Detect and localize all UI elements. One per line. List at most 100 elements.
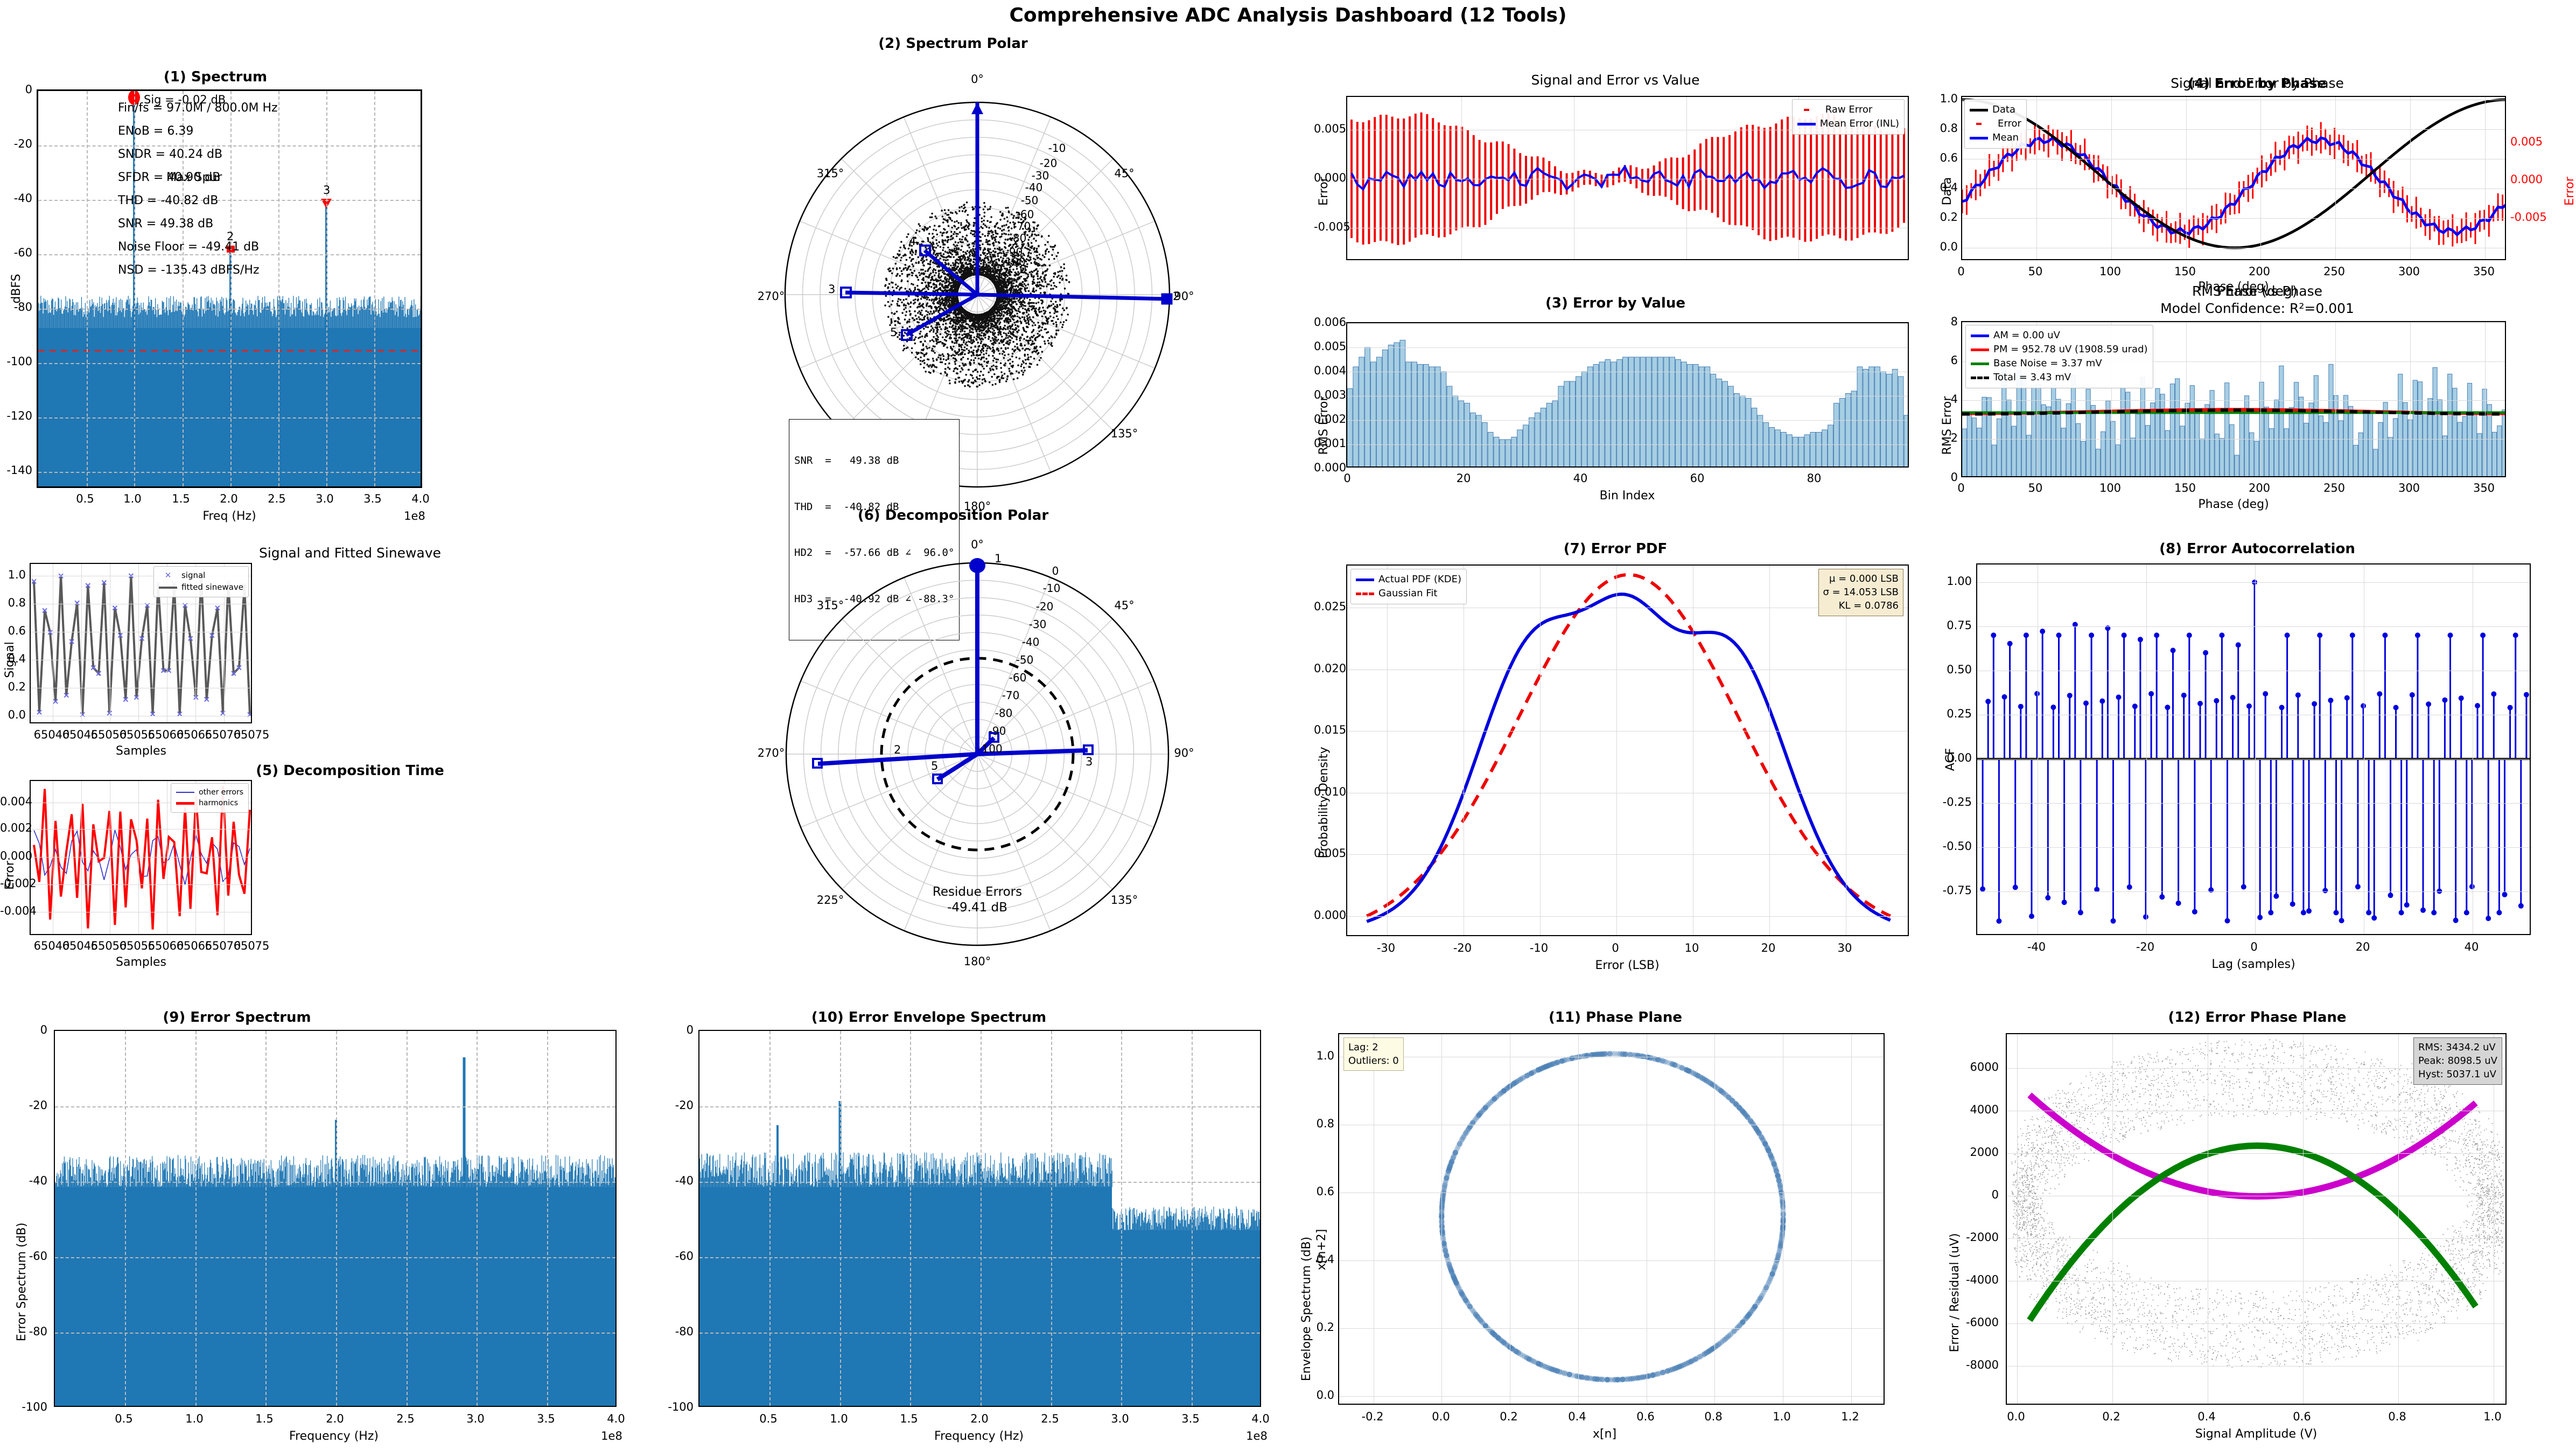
p7-plot[interactable]: Actual PDF (KDE) Gaussian Fit μ = 0.000 … bbox=[1346, 564, 1909, 936]
p4top-plot[interactable]: Data Error Mean bbox=[1961, 96, 2506, 260]
p6-rtick-9: -90 bbox=[988, 724, 1006, 737]
p8-ytick-2: 0.50 bbox=[1947, 663, 1972, 676]
p1-xtick-3: 2.0 bbox=[220, 492, 238, 505]
p4top-xtick-1: 50 bbox=[2028, 265, 2043, 278]
panel-signal-error-vs-value: Signal and Error vs Value Raw Error Mean… bbox=[1314, 65, 1917, 291]
p1-ytick-0: 0 bbox=[25, 83, 32, 96]
p10-xtick-3: 2.0 bbox=[970, 1412, 989, 1425]
p9-plot[interactable] bbox=[54, 1030, 617, 1407]
p6-angle-90: 90° bbox=[1174, 747, 1194, 759]
panel-spectrum-polar: (2) Spectrum Polar 0° 45° 90° 135° 180° … bbox=[711, 32, 1195, 640]
p7-xtick-3: 0 bbox=[1612, 942, 1619, 954]
p8-xtick-3: 20 bbox=[2355, 940, 2370, 953]
p8-ytick-0: 1.00 bbox=[1947, 575, 1972, 588]
p11-ylabel: x[n+2] bbox=[1315, 1229, 1328, 1271]
p1-ytick-1: -20 bbox=[13, 137, 32, 150]
p9-ytick-5: -100 bbox=[22, 1400, 47, 1413]
p8-ytick-7: -0.75 bbox=[1942, 884, 1972, 897]
p6-angle-225: 225° bbox=[816, 894, 844, 907]
p2-angle-135: 135° bbox=[1110, 427, 1138, 440]
p5top-xtick-6: 65070 bbox=[205, 728, 241, 741]
p4-plot[interactable]: AM = 0.00 uV PM = 952.78 uV (1908.59 ura… bbox=[1961, 321, 2506, 477]
p5-ytick-0: -0.004 bbox=[0, 904, 37, 917]
p7-xtick-6: 30 bbox=[1837, 942, 1852, 954]
p5-xtick-0: 65040 bbox=[33, 939, 70, 952]
p7-stats-box: μ = 0.000 LSB σ = 14.053 LSB KL = 0.0786 bbox=[1818, 569, 1903, 616]
p4-bars bbox=[1962, 364, 2505, 476]
p6-marker-1: 1 bbox=[995, 552, 1002, 565]
p1-ytick-4: -80 bbox=[13, 301, 32, 313]
p6-marker-3: 3 bbox=[1086, 755, 1093, 768]
spectrum-h2-label: 2 bbox=[227, 230, 234, 243]
p5top-plot[interactable]: ✕ signal fitted sinewave bbox=[30, 563, 252, 723]
spectrum-h3-label: 3 bbox=[323, 184, 331, 197]
p5-plot[interactable]: other errors harmonics bbox=[30, 780, 252, 935]
p5top-xtick-5: 65065 bbox=[176, 728, 213, 741]
panel-spectrum-plot[interactable]: Sig = -0.02 dB 2 3 Fin/fs = 97.0M / 800.… bbox=[37, 89, 422, 488]
p1-xtick-1: 1.0 bbox=[123, 492, 142, 505]
panel-signal-error-by-phase: Signal and Error by Phase (4) Error by P… bbox=[1938, 65, 2576, 294]
p4top-yr-1: 0.000 bbox=[2510, 173, 2543, 186]
p5-xtick-4: 65060 bbox=[148, 939, 184, 952]
p11-plot[interactable]: Lag: 2 Outliers: 0 bbox=[1338, 1033, 1885, 1405]
p3-ytick-5: 0.005 bbox=[1314, 340, 1347, 353]
p4top-xtick-2: 100 bbox=[2099, 265, 2122, 278]
p1-xtick-0: 0.5 bbox=[76, 492, 94, 505]
p12-ytick-1: 4000 bbox=[1970, 1103, 1999, 1116]
metric-enob: ENoB = 6.39 bbox=[118, 124, 194, 138]
p12-ylabel: Error / Residual (uV) bbox=[1948, 1233, 1962, 1353]
p1-xtick-4: 2.5 bbox=[268, 492, 286, 505]
p1-xexp: 1e8 bbox=[404, 510, 425, 522]
p7-legend: Actual PDF (KDE) Gaussian Fit bbox=[1350, 569, 1467, 605]
p10-plot[interactable] bbox=[698, 1030, 1261, 1407]
p5-ytick-3: 0.002 bbox=[0, 821, 33, 834]
pm-swatch-icon bbox=[1971, 348, 1989, 351]
p4-title-a: RMS Error vs Phase bbox=[2192, 283, 2323, 299]
panel-error-envelope-spectrum: (10) Error Envelope Spectrum 0 -20 -40 -… bbox=[662, 1007, 1313, 1449]
p2-angle-315: 315° bbox=[816, 167, 844, 180]
p5-xtick-6: 65070 bbox=[205, 939, 241, 952]
p10-xtick-7: 4.0 bbox=[1251, 1412, 1270, 1425]
p6-rtick-2: -20 bbox=[1035, 600, 1054, 613]
p5-legend-other: other errors bbox=[176, 787, 243, 798]
p4-legend: AM = 0.00 uV PM = 952.78 uV (1908.59 ura… bbox=[1965, 325, 2153, 389]
p2-rtick-9: -90 bbox=[1005, 246, 1023, 259]
p11-xtick-1: 0.0 bbox=[1432, 1410, 1450, 1423]
p2-rtick-10: -100 bbox=[1001, 255, 1026, 268]
spectrum-polar-plot[interactable] bbox=[711, 32, 1195, 517]
panel-error-by-value: (3) Error by Value 0.000 0.001 0.002 0.0… bbox=[1314, 291, 1917, 517]
p9-ytick-3: -60 bbox=[29, 1250, 47, 1263]
panel-signal-fitted-sinewave: Signal and Fitted Sinewave ✕ signal fitte… bbox=[0, 539, 700, 758]
p6-residue: Residue Errors -49.41 dB bbox=[933, 884, 1022, 916]
p3-plot[interactable] bbox=[1346, 322, 1909, 468]
p11-ytick-3: 0.6 bbox=[1316, 1185, 1334, 1198]
other-errors-swatch-icon bbox=[176, 792, 195, 793]
p3-xtick-0: 0 bbox=[1343, 472, 1351, 485]
p12-plot[interactable]: RMS: 3434.2 uV Peak: 8098.5 uV Hyst: 503… bbox=[2006, 1033, 2507, 1405]
p7-xtick-5: 20 bbox=[1761, 942, 1776, 954]
p11-title: (11) Phase Plane bbox=[1549, 1009, 1682, 1026]
p9-xtick-6: 3.5 bbox=[537, 1412, 555, 1425]
p4-xtick-6: 300 bbox=[2398, 482, 2420, 494]
p12-xlabel: Signal Amplitude (V) bbox=[2195, 1427, 2318, 1441]
p4-legend-pm: PM = 952.78 uV (1908.59 urad) bbox=[1971, 343, 2148, 357]
p10-title: (10) Error Envelope Spectrum bbox=[811, 1009, 1047, 1026]
total-swatch-icon bbox=[1971, 376, 1989, 379]
p11-ytick-2: 0.4 bbox=[1316, 1253, 1334, 1266]
p6-angle-270: 270° bbox=[757, 747, 785, 759]
p2-stat-hd2: HD2 = -57.66 dB ∠ 96.0° bbox=[794, 547, 955, 559]
p4top-xtick-6: 300 bbox=[2398, 265, 2420, 278]
decomposition-polar-plot[interactable] bbox=[711, 506, 1195, 991]
p12-ytick-5: -4000 bbox=[1965, 1273, 1999, 1286]
panel-decomposition-polar: (6) Decomposition Polar 0° 45° 90° 135° … bbox=[711, 506, 1195, 991]
p3top-plot[interactable]: Raw Error Mean Error (INL) bbox=[1346, 96, 1909, 260]
p7-xlabel: Error (LSB) bbox=[1595, 959, 1660, 972]
p11-xtick-4: 0.6 bbox=[1636, 1410, 1655, 1423]
p4-xtick-5: 250 bbox=[2323, 482, 2346, 494]
p12-scatter bbox=[2011, 1039, 2504, 1368]
p5top-ytick-4: 0.8 bbox=[8, 596, 26, 609]
p6-angle-180: 180° bbox=[963, 955, 991, 968]
p3-xtick-2: 40 bbox=[1573, 472, 1588, 485]
p8-plot[interactable] bbox=[1976, 563, 2531, 935]
p4top-yl-4: 0.2 bbox=[1940, 211, 1958, 224]
